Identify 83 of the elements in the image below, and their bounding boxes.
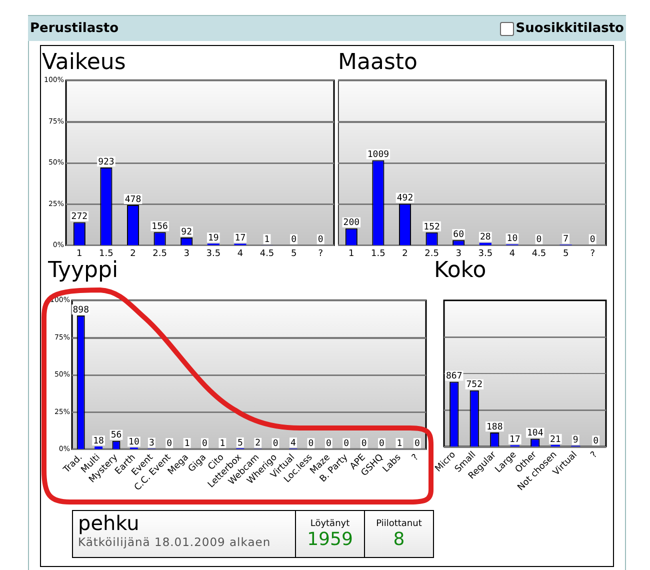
data-label: 0 [593, 436, 599, 446]
data-label: 10 [506, 234, 518, 244]
data-label: 156 [152, 222, 168, 232]
data-label: 1009 [367, 150, 390, 160]
data-label: 272 [71, 212, 88, 222]
data-label: 9 [572, 436, 578, 446]
data-label: 18 [93, 436, 104, 446]
text: Perustilasto [30, 21, 119, 36]
data-label: 56 [110, 430, 122, 441]
x-tick-label: 4.5 [532, 248, 546, 259]
data-label: 0 [308, 439, 314, 450]
data-label: 492 [396, 194, 414, 204]
x-tick-label: 3.5 [478, 248, 493, 259]
data-label: 478 [124, 194, 142, 205]
data-label: 1 [184, 438, 190, 449]
data-label: 867 [446, 372, 462, 382]
data-label: 200 [343, 218, 360, 228]
data-label: 92 [181, 227, 192, 238]
data-label: 2 [255, 438, 261, 449]
data-label: 0 [291, 235, 297, 246]
data-label: 1 [396, 438, 402, 449]
data-label: 3 [148, 438, 154, 449]
x-tick-label: 4 [237, 248, 244, 259]
x-tick-label: 4.5 [260, 248, 274, 259]
data-label: 0 [326, 439, 332, 450]
data-label: 104 [526, 428, 544, 439]
x-tick-label: ? [410, 452, 422, 464]
x-tick-label: 2.5 [152, 248, 167, 259]
x-tick-label: 4 [509, 248, 516, 259]
data-label: 752 [466, 380, 483, 390]
x-tick-label: 2 [130, 248, 136, 259]
data-label: 0 [590, 235, 596, 246]
data-label: 28 [480, 232, 491, 243]
data-label: 0 [344, 439, 350, 450]
data-label: 0 [318, 235, 324, 246]
text: 1959 [307, 528, 353, 550]
chart-title: Vaikeus [42, 50, 126, 75]
data-label: 0 [202, 439, 208, 450]
data-label: 5 [237, 438, 243, 448]
x-tick-label: 2.5 [424, 248, 439, 259]
data-label: 0 [272, 439, 278, 450]
data-label: 0 [166, 439, 172, 450]
data-label: 1 [264, 234, 270, 245]
data-label: 188 [486, 422, 503, 432]
text: 8 [393, 528, 405, 550]
bar [94, 446, 103, 450]
x-tick-label: 3 [184, 248, 190, 259]
x-tick-label: 5 [290, 248, 297, 259]
x-tick-label: 1.5 [99, 248, 114, 259]
data-label: 4 [290, 438, 296, 448]
data-label: 0 [414, 439, 420, 450]
data-label: 0 [361, 439, 367, 450]
text: Suosikkitilasto [514, 21, 624, 36]
x-tick-label: ? [590, 248, 596, 259]
data-label: 17 [234, 234, 246, 244]
x-tick-label: 5 [562, 248, 569, 259]
text: Piilottanut [376, 518, 422, 528]
chart-title: Tyyppi [47, 258, 118, 283]
data-label: 60 [453, 230, 464, 240]
chart-title: Koko [434, 258, 486, 283]
data-label: 19 [208, 233, 219, 244]
x-tick-label: 1.5 [371, 248, 386, 259]
data-label: 7 [563, 234, 569, 244]
text: Kätköilijänä 18.01.2009 alkaen [78, 535, 272, 549]
x-tick-label: 1 [348, 248, 354, 259]
data-label: 1 [220, 438, 226, 449]
x-tick-label: 3.5 [206, 248, 221, 259]
data-label: 0 [379, 439, 384, 450]
x-tick-label: ? [318, 248, 324, 259]
data-label: 923 [98, 157, 114, 168]
x-tick-label: ? [589, 450, 600, 460]
data-label: 10 [128, 438, 140, 448]
x-tick-label: 1 [76, 248, 82, 259]
data-label: 0 [536, 235, 542, 246]
x-tick-label: 3 [456, 248, 462, 259]
data-label: 17 [509, 435, 520, 446]
x-tick-label: 2 [402, 248, 408, 259]
text: Löytänyt [310, 518, 350, 528]
text: pehku [78, 511, 140, 535]
chart-title: Maasto [338, 50, 418, 75]
data-label: 152 [424, 222, 440, 232]
data-label: 898 [72, 305, 89, 316]
data-label: 21 [550, 434, 561, 445]
